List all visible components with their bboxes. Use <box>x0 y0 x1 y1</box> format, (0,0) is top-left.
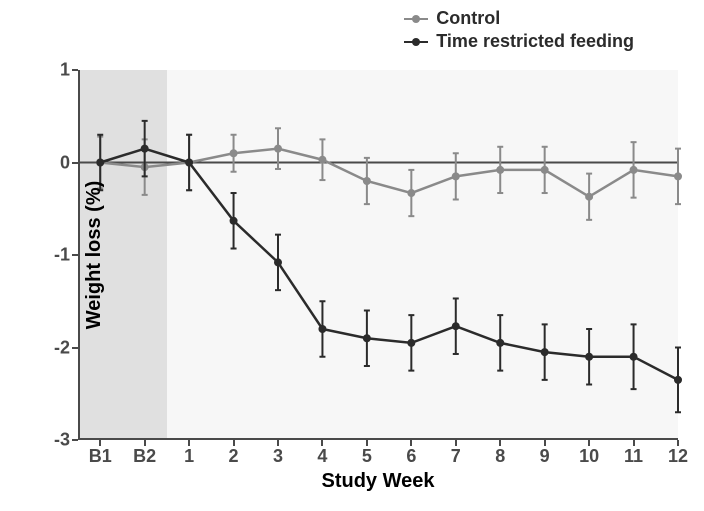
data-point <box>274 145 282 153</box>
data-point <box>585 353 593 361</box>
series-line <box>100 149 678 380</box>
data-point <box>630 166 638 174</box>
data-point <box>496 339 504 347</box>
data-point <box>230 149 238 157</box>
data-point <box>274 258 282 266</box>
data-point <box>541 166 549 174</box>
xtick-mark <box>455 440 457 446</box>
xtick-mark <box>321 440 323 446</box>
xtick-mark <box>366 440 368 446</box>
data-point <box>630 353 638 361</box>
data-point <box>407 339 415 347</box>
xtick-mark <box>633 440 635 446</box>
xtick-mark <box>588 440 590 446</box>
legend-item: Control <box>404 8 634 29</box>
y-axis-label: Weight loss (%) <box>83 181 106 330</box>
ytick-mark <box>72 69 78 71</box>
xtick-mark <box>233 440 235 446</box>
data-point <box>674 172 682 180</box>
data-point <box>407 189 415 197</box>
ytick-mark <box>72 254 78 256</box>
legend-marker <box>404 18 428 20</box>
data-point <box>452 172 460 180</box>
xtick-mark <box>499 440 501 446</box>
ytick-mark <box>72 347 78 349</box>
legend-label: Control <box>436 8 500 29</box>
data-point <box>230 217 238 225</box>
legend-marker <box>404 41 428 43</box>
legend-label: Time restricted feeding <box>436 31 634 52</box>
data-point <box>496 166 504 174</box>
data-point <box>318 156 326 164</box>
ytick-mark <box>72 162 78 164</box>
y-axis-line <box>78 70 80 440</box>
xtick-mark <box>277 440 279 446</box>
weight-loss-chart: ControlTime restricted feeding Weight lo… <box>0 0 704 511</box>
xtick-mark <box>144 440 146 446</box>
data-point <box>363 334 371 342</box>
data-point <box>585 193 593 201</box>
data-point <box>318 325 326 333</box>
data-point <box>141 145 149 153</box>
x-axis-label: Study Week <box>322 470 435 493</box>
data-point <box>363 177 371 185</box>
data-point <box>452 322 460 330</box>
xtick-mark <box>188 440 190 446</box>
plot-region: Weight loss (%) Study Week -3-2-101B1B21… <box>78 70 678 440</box>
data-point <box>674 376 682 384</box>
data-point <box>541 348 549 356</box>
xtick-mark <box>410 440 412 446</box>
legend: ControlTime restricted feeding <box>404 8 634 52</box>
xtick-mark <box>544 440 546 446</box>
legend-item: Time restricted feeding <box>404 31 634 52</box>
xtick-mark <box>677 440 679 446</box>
data-point <box>185 159 193 167</box>
plot-svg <box>78 70 678 440</box>
ytick-mark <box>72 439 78 441</box>
data-point <box>96 159 104 167</box>
xtick-mark <box>99 440 101 446</box>
